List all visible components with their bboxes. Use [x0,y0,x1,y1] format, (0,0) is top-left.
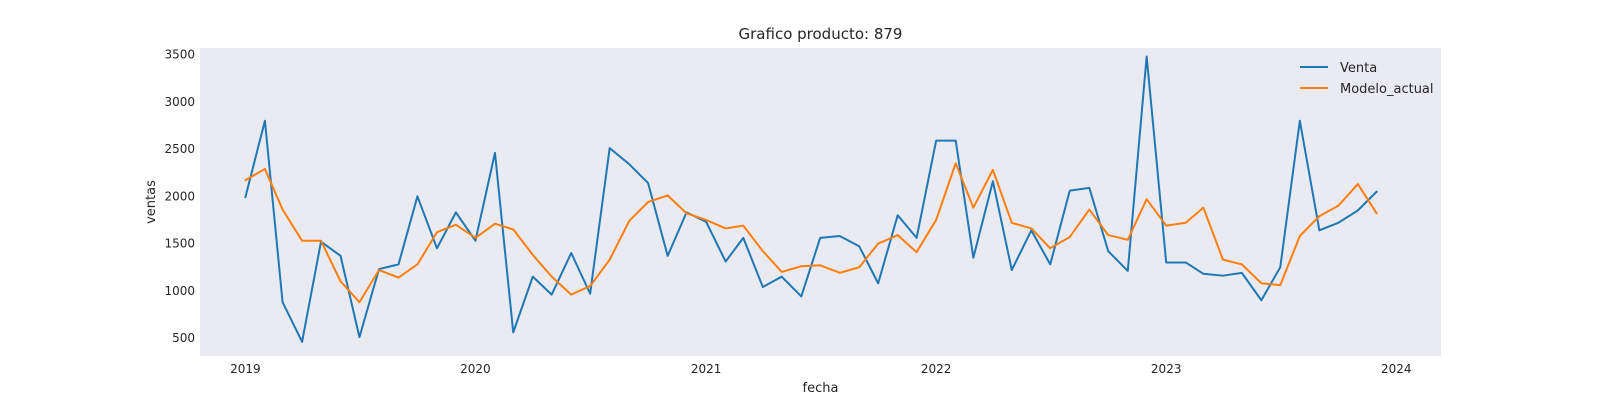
legend: Venta Modelo_actual [1300,61,1434,97]
series-layer [244,55,1378,343]
series-line-venta [244,55,1378,343]
legend-label: Modelo_actual [1340,82,1434,97]
y-tick-label: 1500 [164,237,195,251]
x-tick-label: 2021 [691,362,722,376]
plot-area [200,48,1441,356]
y-tick-label: 3500 [164,48,195,62]
x-axis-label: fecha [803,381,839,396]
series-line-modelo-actual [244,162,1378,304]
y-axis-ticks: 500 1000 1500 2000 2500 3000 3500 [164,48,195,345]
y-tick-label: 2000 [164,189,195,203]
x-tick-label: 2019 [230,362,261,376]
x-tick-label: 2022 [921,362,952,376]
y-tick-label: 1000 [164,284,195,298]
y-tick-label: 2500 [164,142,195,156]
y-tick-label: 3000 [164,95,195,109]
legend-label: Venta [1340,61,1377,76]
x-tick-label: 2023 [1151,362,1182,376]
x-axis-ticks: 2019 2020 2021 2022 2023 2024 [230,362,1411,376]
chart-title: Grafico producto: 879 [739,25,903,43]
x-tick-label: 2024 [1381,362,1412,376]
y-axis-label: ventas [144,180,159,224]
y-tick-label: 500 [172,331,195,345]
x-tick-label: 2020 [460,362,491,376]
